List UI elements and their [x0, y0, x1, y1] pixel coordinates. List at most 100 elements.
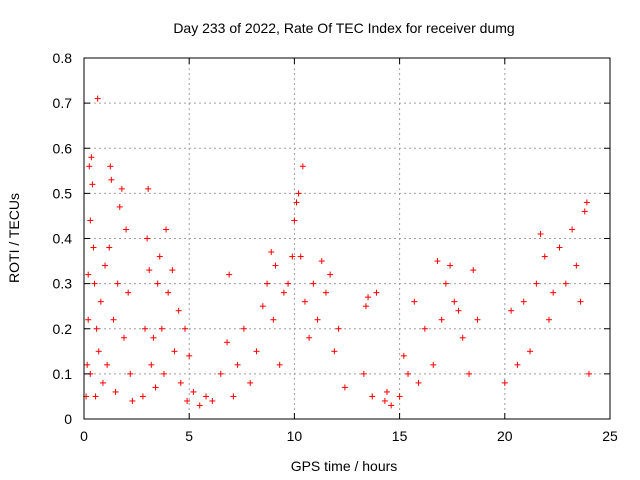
data-point [116, 203, 123, 210]
y-tick-label: 0.7 [53, 95, 73, 111]
data-point [84, 361, 91, 368]
data-point [514, 361, 521, 368]
data-point [451, 298, 458, 305]
data-point [381, 397, 388, 404]
data-point [556, 244, 563, 251]
data-point [102, 262, 109, 269]
axis-ticks: 0 5 10 15 20 25 0 0.1 0.2 0.3 0.4 0.5 0.6 0.7 0.8 [53, 50, 618, 444]
data-point [585, 370, 592, 377]
data-point [341, 384, 348, 391]
data-point [550, 289, 557, 296]
data-point [583, 199, 590, 206]
data-point [92, 393, 99, 400]
data-point [430, 361, 437, 368]
grid [84, 58, 610, 419]
data-point [466, 370, 473, 377]
y-tick-label: 0.3 [53, 276, 73, 292]
data-point [533, 280, 540, 287]
chart-title: Day 233 of 2022, Rate Of TEC Index for r… [173, 20, 514, 36]
data-point [125, 289, 132, 296]
data-point [226, 271, 233, 278]
data-point [217, 370, 224, 377]
data-point [362, 303, 369, 310]
x-tick-label: 10 [287, 428, 303, 444]
y-axis-label: ROTI / TECUs [6, 193, 22, 283]
x-tick-label: 25 [602, 428, 618, 444]
data-point [388, 402, 395, 409]
data-point [289, 253, 296, 260]
data-point [146, 267, 153, 274]
data-point [285, 280, 292, 287]
data-point [144, 235, 151, 242]
data-point [247, 379, 254, 386]
data-point [106, 244, 113, 251]
data-point [331, 348, 338, 355]
data-point [184, 397, 191, 404]
data-point [152, 384, 159, 391]
data-point [118, 185, 125, 192]
y-tick-label: 0.1 [53, 366, 73, 382]
data-point [276, 361, 283, 368]
data-point [230, 393, 237, 400]
x-tick-label: 15 [392, 428, 408, 444]
data-point [165, 289, 172, 296]
data-point [306, 334, 313, 341]
data-point [120, 334, 127, 341]
data-point [297, 253, 304, 260]
data-point [259, 303, 266, 310]
data-point [240, 325, 247, 332]
data-point [301, 298, 308, 305]
x-axis-label: GPS time / hours [291, 458, 398, 474]
data-point [160, 370, 167, 377]
data-point [280, 289, 287, 296]
data-point [234, 361, 241, 368]
y-tick-label: 0 [64, 411, 72, 427]
data-point [139, 393, 146, 400]
data-point [268, 249, 275, 256]
data-point [181, 325, 188, 332]
data-point [295, 190, 302, 197]
data-point [501, 379, 508, 386]
data-point [196, 402, 203, 409]
data-point [175, 307, 182, 314]
data-point [224, 339, 231, 346]
x-tick-label: 20 [497, 428, 513, 444]
data-point [459, 334, 466, 341]
data-point [88, 154, 95, 161]
data-point [335, 325, 342, 332]
data-point [310, 280, 317, 287]
data-point [291, 217, 298, 224]
data-point [203, 393, 210, 400]
data-point [169, 267, 176, 274]
data-point [293, 199, 300, 206]
data-point [95, 348, 102, 355]
y-tick-label: 0.6 [53, 140, 73, 156]
data-point [415, 379, 422, 386]
data-point [87, 217, 94, 224]
data-point [270, 316, 277, 323]
data-point [405, 370, 412, 377]
data-point [573, 262, 580, 269]
data-point [438, 316, 445, 323]
data-point [114, 280, 121, 287]
data-point [171, 348, 178, 355]
data-point [455, 307, 462, 314]
data-point [520, 298, 527, 305]
data-point [108, 176, 115, 183]
data-point [110, 316, 117, 323]
x-tick-label: 0 [80, 428, 88, 444]
data-point [577, 298, 584, 305]
y-tick-label: 0.4 [53, 231, 73, 247]
x-tick-label: 5 [185, 428, 193, 444]
data-point [107, 163, 114, 170]
data-point [190, 388, 197, 395]
data-point [400, 352, 407, 359]
data-point [299, 163, 306, 170]
data-point [112, 388, 119, 395]
data-point [365, 294, 372, 301]
data-point [562, 280, 569, 287]
data-point [99, 379, 106, 386]
data-point [94, 95, 101, 102]
data-point [86, 163, 93, 170]
